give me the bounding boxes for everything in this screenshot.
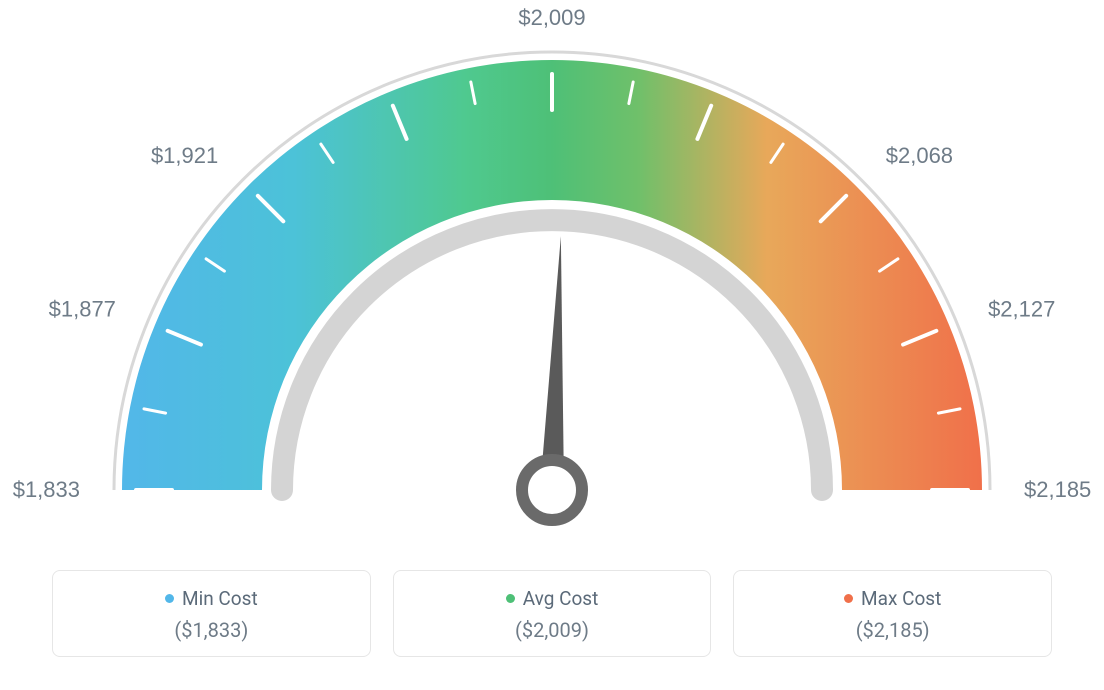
- legend-value-avg: ($2,009): [404, 618, 701, 642]
- dot-icon: [506, 594, 515, 603]
- legend-card-avg: Avg Cost ($2,009): [393, 570, 712, 657]
- svg-text:$2,185: $2,185: [1024, 477, 1091, 502]
- svg-text:$1,877: $1,877: [49, 296, 116, 321]
- legend-value-min: ($1,833): [63, 618, 360, 642]
- svg-text:$2,127: $2,127: [988, 296, 1055, 321]
- svg-text:$1,833: $1,833: [13, 477, 80, 502]
- legend-title-max: Max Cost: [744, 587, 1041, 610]
- svg-text:$1,921: $1,921: [151, 143, 218, 168]
- dot-icon: [844, 594, 853, 603]
- legend-row: Min Cost ($1,833) Avg Cost ($2,009) Max …: [52, 570, 1052, 657]
- legend-card-min: Min Cost ($1,833): [52, 570, 371, 657]
- legend-title-min: Min Cost: [63, 587, 360, 610]
- legend-label: Max Cost: [861, 587, 941, 610]
- svg-text:$2,009: $2,009: [518, 5, 585, 30]
- svg-text:$2,068: $2,068: [886, 143, 953, 168]
- legend-card-max: Max Cost ($2,185): [733, 570, 1052, 657]
- legend-value-max: ($2,185): [744, 618, 1041, 642]
- legend-title-avg: Avg Cost: [404, 587, 701, 610]
- dot-icon: [165, 594, 174, 603]
- legend-label: Avg Cost: [523, 587, 599, 610]
- legend-label: Min Cost: [182, 587, 258, 610]
- gauge-svg: $1,833 $1,877 $1,921 $2,009 $2,068 $2,127 $2,1…: [0, 0, 1104, 560]
- cost-gauge: $1,833 $1,877 $1,921 $2,009 $2,068 $2,127 $2,1…: [0, 0, 1104, 560]
